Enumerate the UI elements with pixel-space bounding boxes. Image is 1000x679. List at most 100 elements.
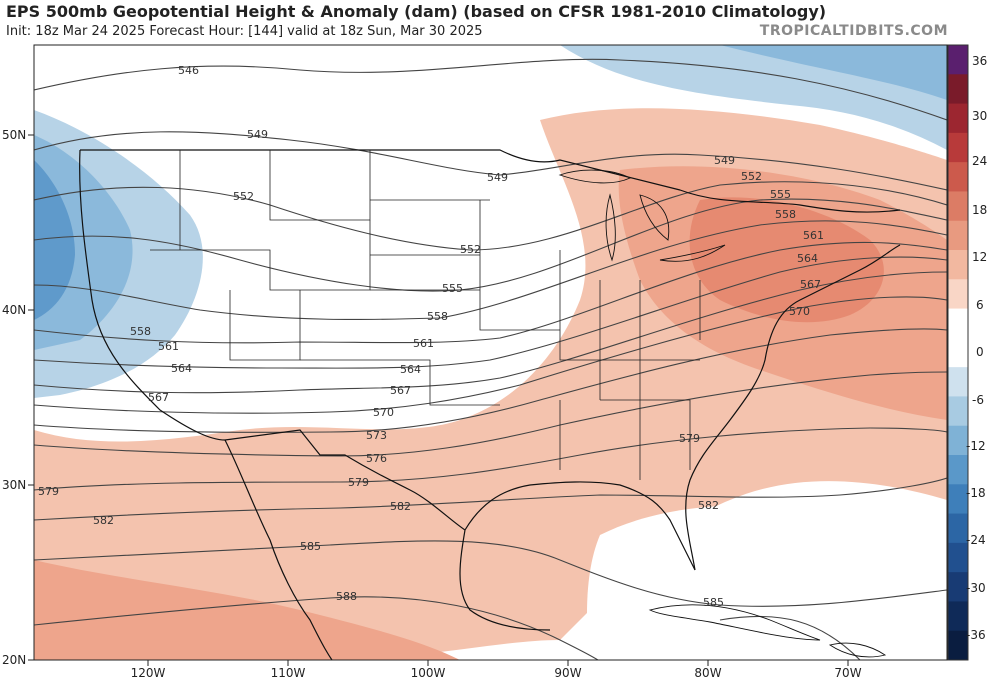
colorbar-swatch <box>948 396 968 427</box>
contour-546 <box>34 58 947 121</box>
contour-585 <box>34 540 947 607</box>
lon-label-70w: 70W <box>834 666 861 679</box>
boundaries <box>79 149 901 660</box>
contour-label: 579 <box>348 476 369 489</box>
lat-label-40n: 40N <box>2 303 26 317</box>
colorbar-labels: 36 30 24 18 12 6 0 -6 -12 -18 -24 -30 -3… <box>966 54 987 642</box>
contour-label: 558 <box>130 325 151 338</box>
cuba <box>648 604 821 641</box>
contour-label: 546 <box>178 64 199 77</box>
us-canada-border <box>80 149 901 213</box>
colorbar-label: -18 <box>966 486 986 500</box>
state-line <box>599 280 701 400</box>
contour-label: 579 <box>38 485 59 498</box>
contour-label: 549 <box>714 154 735 167</box>
colorbar <box>947 44 969 661</box>
colorbar-swatch <box>948 162 968 192</box>
caribbean-islands <box>648 604 887 658</box>
colorbar-swatch <box>948 630 968 661</box>
lake-superior <box>558 169 632 184</box>
contour-label: 582 <box>698 499 719 512</box>
contour-label: 561 <box>413 337 434 350</box>
colorbar-swatch <box>948 279 968 310</box>
colorbar-label: 6 <box>976 298 984 312</box>
contour-585-inner <box>719 615 861 660</box>
colorbar-label: 24 <box>972 154 987 168</box>
colorbar-label: -24 <box>966 533 986 547</box>
colorbar-swatch <box>948 484 968 515</box>
contour-label: 576 <box>366 452 387 465</box>
contour-label: 564 <box>171 362 192 375</box>
lon-label-100w: 100W <box>411 666 446 679</box>
colorbar-label: -30 <box>966 581 986 595</box>
contour-558 <box>34 220 947 321</box>
contour-label: 549 <box>487 171 508 184</box>
positive-anomaly-southwest <box>34 560 460 660</box>
negative-anomaly-west-deep <box>34 160 75 320</box>
contour-label: 561 <box>803 229 824 242</box>
contour-label: 558 <box>427 310 448 323</box>
florida-atlantic-coast <box>685 244 901 571</box>
contour-561 <box>34 241 947 344</box>
colorbar-label: 18 <box>972 203 987 217</box>
contour-label: 555 <box>770 188 791 201</box>
colorbar-swatch <box>948 513 968 544</box>
colorbar-swatch <box>948 250 968 280</box>
contour-564 <box>34 256 947 369</box>
colorbar-label: 12 <box>972 250 987 264</box>
contour-label: 561 <box>158 340 179 353</box>
negative-anomaly-northeast-core <box>720 45 947 100</box>
colorbar-swatch <box>948 601 968 632</box>
latitude-axis: 50N 40N 30N 20N <box>2 128 34 667</box>
contour-567 <box>34 271 947 394</box>
lake-huron <box>639 194 670 241</box>
colorbar-label: -12 <box>966 439 986 453</box>
lake-michigan <box>605 193 616 262</box>
contour-573 <box>34 328 947 433</box>
us-west-coast <box>79 149 226 441</box>
lat-label-30n: 30N <box>2 478 26 492</box>
state-line <box>370 199 490 291</box>
state-line <box>150 220 371 291</box>
contour-label: 585 <box>703 596 724 609</box>
chart-subtitle: Init: 18z Mar 24 2025 Forecast Hour: [14… <box>6 24 483 39</box>
contour-label: 570 <box>789 305 810 318</box>
lon-label-80w: 80W <box>694 666 721 679</box>
contour-576 <box>34 371 947 457</box>
colorbar-swatch <box>948 337 968 368</box>
colorbar-swatch <box>948 220 968 251</box>
map-panel: 546 549 549 549 552 552 552 555 555 558 … <box>34 45 947 660</box>
state-line <box>300 359 500 406</box>
colorbar-swatch <box>948 425 968 456</box>
contour-570 <box>34 296 947 414</box>
contour-label: 579 <box>679 432 700 445</box>
contour-label: 582 <box>93 514 114 527</box>
contour-label: 549 <box>247 128 268 141</box>
lake-erie <box>659 244 726 262</box>
contour-549 <box>34 131 947 191</box>
contour-label: 555 <box>442 282 463 295</box>
colorbar-frame <box>947 44 969 661</box>
contour-label: 570 <box>373 406 394 419</box>
colorbar-swatch <box>948 308 968 339</box>
contour-588 <box>34 596 600 660</box>
state-line <box>559 399 691 480</box>
colorbar-swatch <box>948 367 968 397</box>
contour-labels: 546 549 549 549 552 552 552 555 555 558 … <box>38 64 824 609</box>
contour-label: 567 <box>390 384 411 397</box>
lon-label-110w: 110W <box>271 666 306 679</box>
colorbar-label: -36 <box>966 628 986 642</box>
map-frame <box>33 44 948 661</box>
chart-title: EPS 500mb Geopotential Height & Anomaly … <box>6 2 827 21</box>
state-line <box>229 290 301 361</box>
colorbar-swatch <box>948 74 968 105</box>
contour-label: 567 <box>148 391 169 404</box>
lat-label-20n: 20N <box>2 653 26 667</box>
us-mexico-border <box>224 429 466 531</box>
contour-label: 585 <box>300 540 321 553</box>
contour-label: 564 <box>797 252 818 265</box>
state-lines <box>150 150 701 480</box>
contour-label: 588 <box>336 590 357 603</box>
contour-label: 582 <box>390 500 411 513</box>
mexico-gulf-coast <box>459 529 551 631</box>
